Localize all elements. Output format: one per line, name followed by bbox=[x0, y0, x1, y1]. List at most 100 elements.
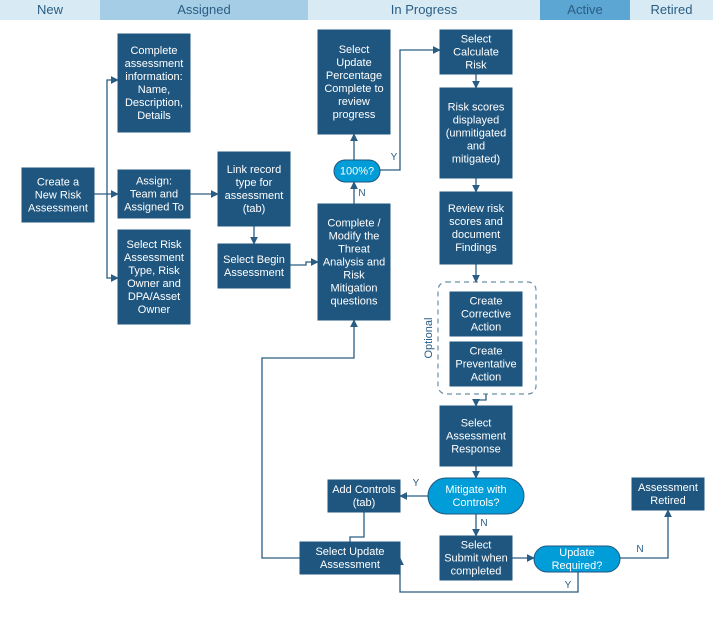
node-n8: 100%? bbox=[334, 160, 380, 182]
node-n18: Select UpdateAssessment bbox=[300, 542, 400, 574]
node-text: Name, bbox=[138, 84, 170, 96]
node-text: Modify the bbox=[329, 231, 380, 243]
node-n10: SelectCalculateRisk bbox=[440, 30, 512, 74]
node-text: Controls? bbox=[452, 497, 499, 509]
node-text: Description, bbox=[125, 97, 183, 109]
node-text: Select bbox=[339, 44, 370, 56]
node-text: Create bbox=[469, 296, 502, 308]
node-text: type for bbox=[236, 177, 273, 189]
node-text: Select Begin bbox=[223, 254, 285, 266]
node-text: Assessment bbox=[638, 482, 698, 494]
node-text: mitigated) bbox=[452, 154, 500, 166]
node-text: Create bbox=[469, 346, 502, 358]
node-text: Required? bbox=[552, 560, 603, 572]
node-text: Assessment bbox=[446, 431, 506, 443]
node-text: Select Risk bbox=[126, 239, 182, 251]
node-text: Review risk bbox=[448, 203, 505, 215]
node-text: Create a bbox=[37, 177, 80, 189]
node-text: Preventative bbox=[455, 359, 516, 371]
edge bbox=[107, 80, 118, 194]
edge bbox=[262, 320, 354, 558]
node-text: Complete / bbox=[327, 218, 381, 230]
node-n15: SelectAssessmentResponse bbox=[440, 406, 512, 466]
node-text: Analysis and bbox=[323, 257, 385, 269]
header-active: Active bbox=[540, 0, 630, 20]
node-text: Submit when bbox=[444, 553, 508, 565]
node-text: Complete to bbox=[324, 83, 383, 95]
node-n11: Risk scoresdisplayed(unmitigatedandmitig… bbox=[440, 88, 512, 178]
header-label: New bbox=[37, 2, 64, 17]
node-text: assessment bbox=[225, 190, 284, 202]
node-text: (tab) bbox=[243, 203, 266, 215]
edge bbox=[656, 510, 668, 558]
node-n5: Link recordtype forassessment(tab) bbox=[218, 152, 290, 226]
header-label: Active bbox=[567, 2, 602, 17]
header-in-progress: In Progress bbox=[308, 0, 540, 20]
node-text: 100%? bbox=[340, 166, 374, 178]
node-n16: Mitigate withControls? bbox=[428, 478, 524, 514]
edge bbox=[476, 394, 486, 406]
node-text: document bbox=[452, 229, 500, 241]
edge-label: Y bbox=[391, 152, 398, 163]
header-label: In Progress bbox=[391, 2, 458, 17]
header-assigned: Assigned bbox=[100, 0, 308, 20]
node-n2: Completeassessmentinformation:Name,Descr… bbox=[118, 34, 190, 132]
edge bbox=[107, 194, 118, 278]
node-text: Action bbox=[471, 372, 502, 384]
node-n14: CreatePreventativeAction bbox=[450, 342, 522, 386]
node-text: Action bbox=[471, 322, 502, 334]
node-n1: Create aNew RiskAssessment bbox=[22, 168, 94, 222]
node-text: Risk scores bbox=[448, 102, 505, 114]
node-text: Assessment bbox=[28, 203, 88, 215]
node-n19: SelectSubmit whencompleted bbox=[440, 536, 512, 580]
node-text: assessment bbox=[125, 58, 184, 70]
header-label: Retired bbox=[651, 2, 693, 17]
node-text: Assessment bbox=[224, 267, 284, 279]
node-text: Assessment bbox=[320, 559, 380, 571]
node-text: Mitigation bbox=[330, 283, 377, 295]
node-n12: Review riskscores anddocumentFindings bbox=[440, 192, 512, 264]
node-text: questions bbox=[330, 296, 378, 308]
node-text: Retired bbox=[650, 495, 685, 507]
edge-label: Y bbox=[565, 580, 572, 591]
node-text: progress bbox=[333, 109, 376, 121]
node-text: Owner bbox=[138, 304, 171, 316]
node-text: Response bbox=[451, 444, 501, 456]
node-text: information: bbox=[125, 71, 182, 83]
node-n7: SelectUpdatePercentageComplete toreviewp… bbox=[318, 30, 390, 134]
node-text: (unmitigated bbox=[446, 128, 507, 140]
node-text: DPA/Asset bbox=[128, 291, 180, 303]
group-label: Optional bbox=[423, 318, 435, 359]
node-text: Calculate bbox=[453, 47, 499, 59]
node-text: (tab) bbox=[353, 497, 376, 509]
node-n20: UpdateRequired? bbox=[534, 546, 620, 572]
edge-label: N bbox=[636, 544, 643, 555]
node-text: completed bbox=[451, 566, 502, 578]
header-new: New bbox=[0, 0, 100, 20]
node-text: Risk bbox=[465, 60, 487, 72]
node-text: New Risk bbox=[35, 190, 82, 202]
node-text: Update bbox=[336, 57, 371, 69]
node-n13: CreateCorrectiveAction bbox=[450, 292, 522, 336]
node-text: scores and bbox=[449, 216, 503, 228]
node-text: Team and bbox=[130, 189, 178, 201]
edge-label: N bbox=[480, 518, 487, 529]
header-retired: Retired bbox=[630, 0, 713, 20]
node-n9: Complete /Modify theThreatAnalysis andRi… bbox=[318, 204, 390, 320]
node-text: Percentage bbox=[326, 70, 382, 82]
edge bbox=[290, 262, 318, 265]
node-n21: AssessmentRetired bbox=[632, 478, 704, 510]
node-n6: Select BeginAssessment bbox=[218, 244, 290, 288]
node-text: Assign: bbox=[136, 176, 172, 188]
node-text: Owner and bbox=[127, 278, 181, 290]
header-label: Assigned bbox=[177, 2, 230, 17]
edge bbox=[350, 512, 364, 542]
node-text: review bbox=[338, 96, 370, 108]
node-text: displayed bbox=[453, 115, 499, 127]
node-text: Select bbox=[461, 540, 492, 552]
node-text: Complete bbox=[130, 45, 177, 57]
node-n17: Add Controls(tab) bbox=[328, 480, 400, 512]
node-text: Assigned To bbox=[124, 202, 184, 214]
node-text: Findings bbox=[455, 242, 497, 254]
node-text: Threat bbox=[338, 244, 370, 256]
